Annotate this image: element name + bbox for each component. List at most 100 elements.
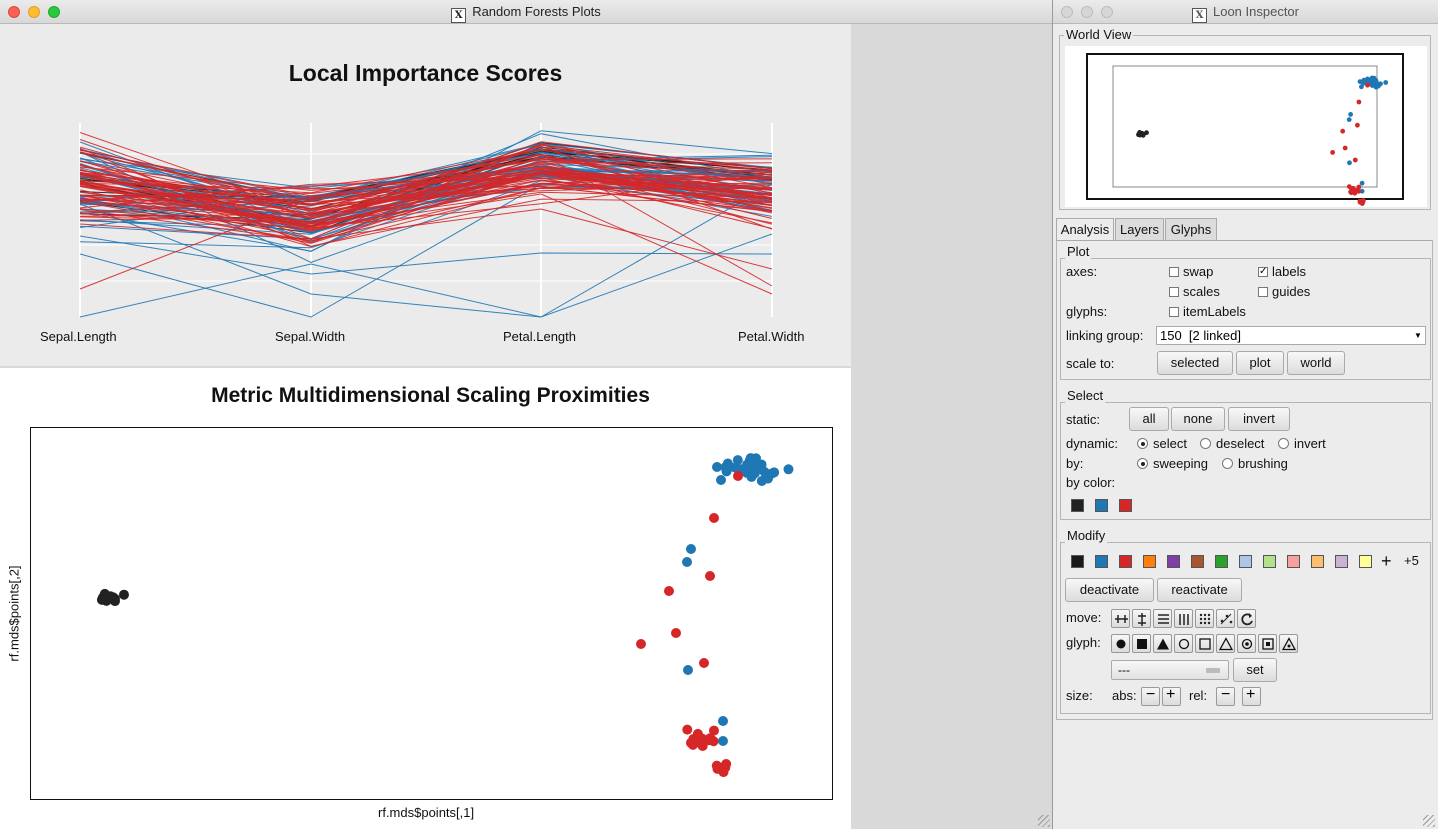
by-brushing-radio[interactable] bbox=[1222, 458, 1233, 469]
glyph-button[interactable] bbox=[1195, 634, 1214, 653]
main-window-title: Random Forests Plots bbox=[472, 4, 601, 19]
world-view-plot[interactable] bbox=[1065, 46, 1427, 207]
select-all-button[interactable]: all bbox=[1129, 407, 1169, 431]
modify-color-swatch[interactable] bbox=[1335, 555, 1348, 568]
align-horizontal-icon bbox=[1115, 615, 1128, 623]
open-circle-icon bbox=[1178, 638, 1190, 650]
scatter-point bbox=[716, 475, 726, 485]
modify-color-swatch[interactable] bbox=[1167, 555, 1180, 568]
reactivate-button[interactable]: reactivate bbox=[1157, 578, 1242, 602]
swap-checkbox[interactable] bbox=[1169, 267, 1179, 277]
inspector-minimize-button[interactable] bbox=[1081, 6, 1093, 18]
pcp-line bbox=[79, 208, 773, 270]
parallel-coordinates-plot[interactable] bbox=[0, 24, 851, 366]
world-view-point bbox=[1348, 112, 1353, 117]
size-rel-minus-button[interactable]: − bbox=[1216, 686, 1235, 706]
modify-color-swatch[interactable] bbox=[1071, 555, 1084, 568]
by-sweeping-radio[interactable] bbox=[1137, 458, 1148, 469]
inspector-close-button[interactable] bbox=[1061, 6, 1073, 18]
modify-color-swatch[interactable] bbox=[1263, 555, 1276, 568]
glyph-button[interactable] bbox=[1174, 634, 1193, 653]
add-color-icon[interactable]: + bbox=[1381, 551, 1392, 571]
scale-selected-button[interactable]: selected bbox=[1157, 351, 1233, 375]
scatter-point bbox=[783, 464, 794, 475]
by-color-swatch[interactable] bbox=[1119, 499, 1132, 512]
move-button[interactable] bbox=[1216, 609, 1235, 628]
move-button[interactable] bbox=[1237, 609, 1256, 628]
bottom-plot-title: Metric Multidimensional Scaling Proximit… bbox=[211, 384, 650, 407]
size-rel-plus-button[interactable]: + bbox=[1242, 686, 1261, 706]
labels-checkbox[interactable]: ✓ bbox=[1258, 266, 1268, 277]
modify-color-swatch[interactable] bbox=[1143, 555, 1156, 568]
itemlabels-checkbox[interactable] bbox=[1169, 307, 1179, 317]
resize-grip-icon[interactable] bbox=[1038, 815, 1050, 827]
mds-scatter-plot[interactable] bbox=[31, 428, 832, 799]
x11-icon: X bbox=[1191, 8, 1207, 23]
move-button[interactable] bbox=[1174, 609, 1193, 628]
glyph-button[interactable] bbox=[1153, 634, 1172, 653]
inspector-zoom-button[interactable] bbox=[1101, 6, 1113, 18]
modify-color-swatch[interactable] bbox=[1311, 555, 1324, 568]
modify-color-swatch[interactable] bbox=[1359, 555, 1372, 568]
glyph-button[interactable] bbox=[1258, 634, 1277, 653]
resize-grip-icon[interactable] bbox=[1423, 815, 1435, 827]
scatter-point bbox=[664, 586, 674, 596]
glyph-button[interactable] bbox=[1216, 634, 1235, 653]
world-view-point bbox=[1140, 131, 1145, 137]
glyph-button[interactable] bbox=[1237, 634, 1256, 653]
modify-color-swatch[interactable] bbox=[1119, 555, 1132, 568]
by-color-swatch[interactable] bbox=[1071, 499, 1084, 512]
modify-color-swatch[interactable] bbox=[1191, 555, 1204, 568]
pcp-line bbox=[79, 177, 773, 214]
dynamic-select-radio[interactable] bbox=[1137, 438, 1148, 449]
world-view-point bbox=[1340, 128, 1346, 134]
by-color-swatch[interactable] bbox=[1095, 499, 1108, 512]
scatter-point bbox=[715, 762, 726, 773]
select-none-button[interactable]: none bbox=[1171, 407, 1225, 431]
move-label: move: bbox=[1066, 610, 1102, 625]
by-label: by: bbox=[1066, 456, 1084, 471]
itemlabels-label: itemLabels bbox=[1183, 304, 1246, 319]
size-abs-plus-button[interactable]: + bbox=[1162, 686, 1181, 706]
glyph-button[interactable] bbox=[1132, 634, 1151, 653]
close-button[interactable] bbox=[8, 6, 20, 18]
chevron-down-icon[interactable]: ▼ bbox=[1414, 331, 1422, 340]
minimize-button[interactable] bbox=[28, 6, 40, 18]
move-button[interactable] bbox=[1153, 609, 1172, 628]
local-importance-panel[interactable]: Local Importance Scores Sepal.Length Sep… bbox=[0, 24, 851, 366]
world-view-point bbox=[1359, 180, 1365, 186]
scale-world-button[interactable]: world bbox=[1287, 351, 1345, 375]
mds-panel[interactable]: Metric Multidimensional Scaling Proximit… bbox=[0, 368, 851, 829]
move-button[interactable] bbox=[1111, 609, 1130, 628]
tab-glyphs[interactable]: Glyphs bbox=[1165, 218, 1217, 240]
dynamic-invert-radio[interactable] bbox=[1278, 438, 1289, 449]
move-button[interactable] bbox=[1132, 609, 1151, 628]
glyph-button[interactable] bbox=[1111, 634, 1130, 653]
modify-color-swatch[interactable] bbox=[1287, 555, 1300, 568]
modify-color-swatch[interactable] bbox=[1239, 555, 1252, 568]
world-view-point bbox=[1349, 188, 1354, 193]
linking-group-combobox[interactable]: 150 [2 linked] ▼ bbox=[1156, 326, 1426, 345]
modify-color-swatch[interactable] bbox=[1215, 555, 1228, 568]
zoom-button[interactable] bbox=[48, 6, 60, 18]
world-view-canvas[interactable] bbox=[1065, 46, 1427, 207]
dynamic-deselect-radio[interactable] bbox=[1200, 438, 1211, 449]
glyph-select[interactable]: --- bbox=[1111, 660, 1229, 680]
select-invert-button[interactable]: invert bbox=[1228, 407, 1290, 431]
scatter-plot-frame[interactable] bbox=[30, 427, 833, 800]
select-group bbox=[1060, 402, 1431, 520]
glyph-set-button[interactable]: set bbox=[1233, 658, 1277, 682]
guides-checkbox[interactable] bbox=[1258, 287, 1268, 297]
scales-checkbox[interactable] bbox=[1169, 287, 1179, 297]
size-abs-minus-button[interactable]: − bbox=[1141, 686, 1160, 706]
move-button[interactable] bbox=[1195, 609, 1214, 628]
scatter-point bbox=[712, 461, 723, 472]
glyph-button[interactable] bbox=[1279, 634, 1298, 653]
reset-icon bbox=[1241, 613, 1253, 626]
align-vertical-icon bbox=[1138, 613, 1146, 626]
tab-layers[interactable]: Layers bbox=[1115, 218, 1164, 240]
deactivate-button[interactable]: deactivate bbox=[1065, 578, 1154, 602]
scale-plot-button[interactable]: plot bbox=[1236, 351, 1284, 375]
modify-color-swatch[interactable] bbox=[1095, 555, 1108, 568]
tab-analysis[interactable]: Analysis bbox=[1056, 218, 1114, 241]
